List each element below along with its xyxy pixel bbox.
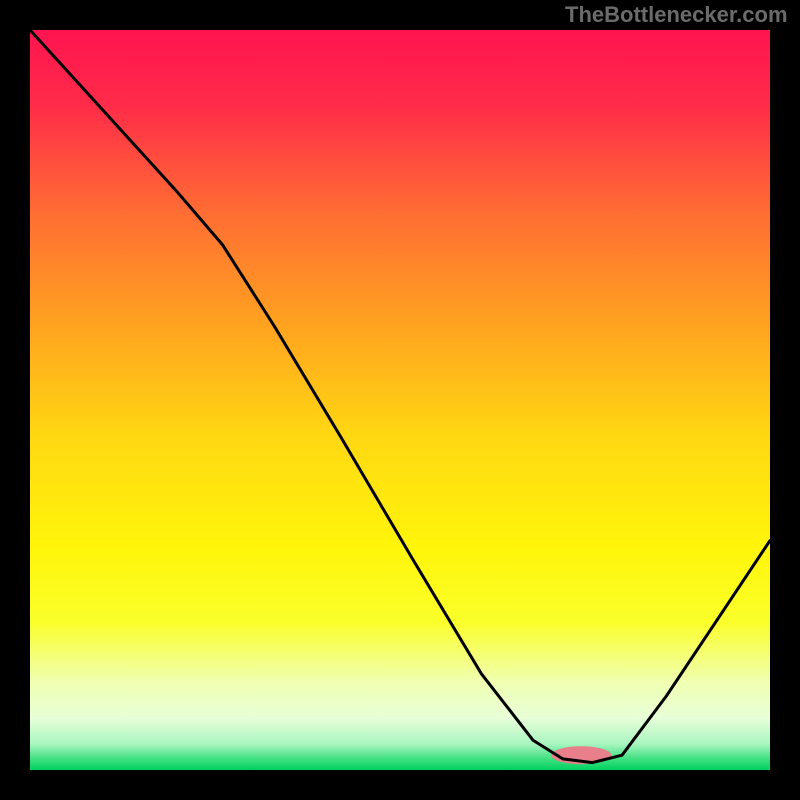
frame-bottom <box>0 770 800 800</box>
frame-left <box>0 0 30 800</box>
chart-svg <box>0 0 800 800</box>
gradient-background <box>30 30 770 770</box>
frame-right <box>770 0 800 800</box>
watermark-text: TheBottlenecker.com <box>565 2 788 28</box>
